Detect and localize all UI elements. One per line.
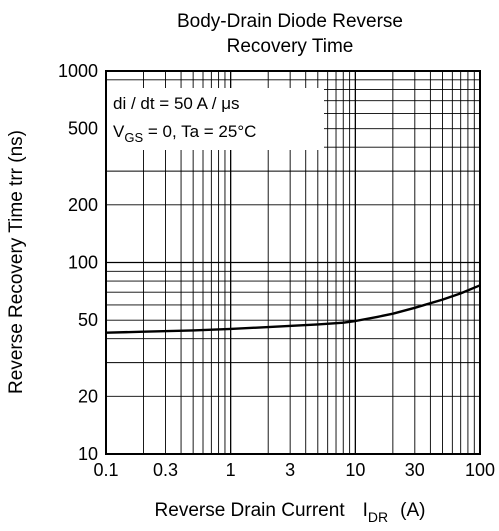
x-tick-label: 0.3 — [153, 460, 178, 480]
y-tick-label: 100 — [68, 253, 98, 273]
annotation-vgs-subscript: GS — [124, 130, 143, 145]
y-tick-label: 50 — [78, 310, 98, 330]
x-tick-label: 100 — [465, 460, 495, 480]
x-tick-label: 30 — [405, 460, 425, 480]
y-tick-labels: 10 20 50 100 200 500 1000 — [58, 61, 98, 464]
chart-title: Body-Drain Diode Reverse Recovery Time — [177, 11, 403, 57]
annotation-vgs-symbol: V — [113, 122, 125, 141]
y-tick-label: 20 — [78, 386, 98, 406]
x-axis-label-unit: (A) — [400, 500, 425, 521]
x-axis-label-subscript: DR — [368, 509, 388, 525]
test-conditions-annotation: di / dt = 50 A / μs VGS = 0, Ta = 25°C — [106, 88, 324, 150]
y-tick-label: 10 — [78, 444, 98, 464]
x-tick-label: 3 — [285, 460, 295, 480]
x-axis-label: Reverse Drain Current IDR (A) — [155, 500, 426, 525]
chart-title-line-1: Body-Drain Diode Reverse — [177, 11, 403, 32]
y-tick-label: 1000 — [58, 61, 98, 81]
chart-title-line-2: Recovery Time — [227, 36, 354, 57]
annotation-line-1: di / dt = 50 A / μs — [113, 94, 240, 113]
y-axis-label: Reverse Recovery Time trr (ns) — [6, 130, 27, 394]
y-tick-label: 200 — [68, 195, 98, 215]
x-tick-labels: 0.1 0.3 1 3 10 30 100 — [93, 460, 495, 480]
x-tick-label: 10 — [345, 460, 365, 480]
x-axis-label-text: Reverse Drain Current — [155, 500, 346, 521]
x-tick-label: 1 — [226, 460, 236, 480]
annotation-conditions: = 0, Ta = 25°C — [143, 122, 256, 141]
y-tick-label: 500 — [68, 119, 98, 139]
